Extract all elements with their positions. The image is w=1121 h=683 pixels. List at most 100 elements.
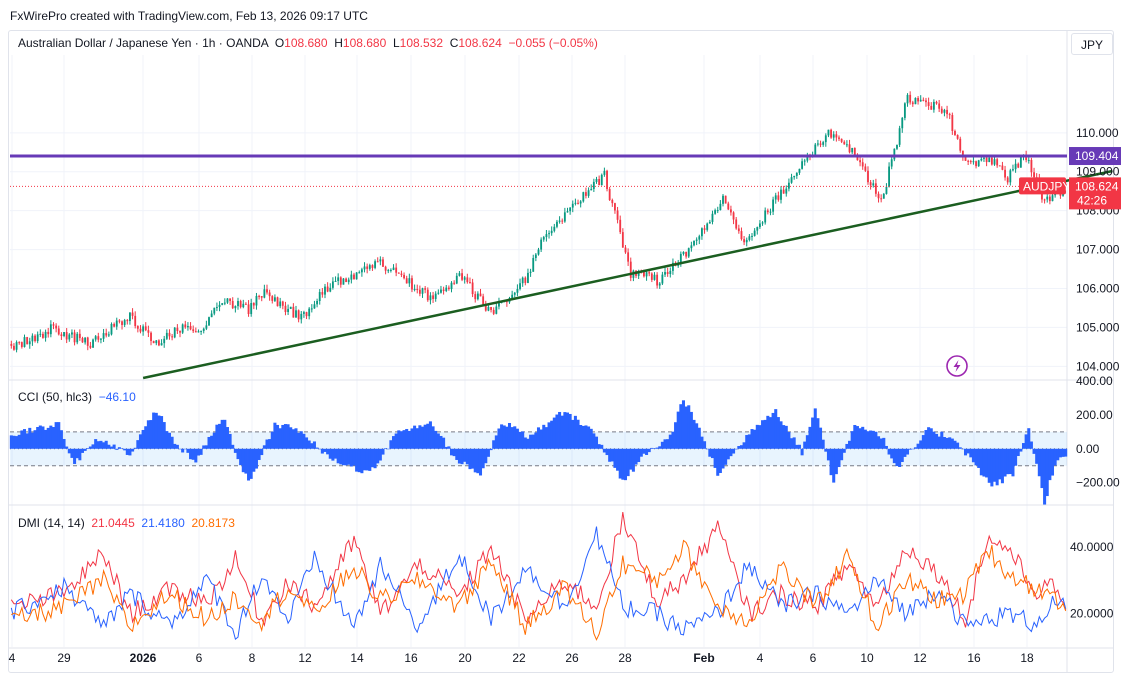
candle [532,254,535,272]
cci-bar [819,427,823,449]
candle-body [537,249,540,255]
candle-body [577,202,579,204]
candle [442,286,445,295]
candle [102,328,105,342]
candle [471,278,474,298]
candle [814,142,817,156]
cci-bar [671,431,675,449]
candle [748,234,751,242]
candle-body [864,166,867,171]
candle-body [988,157,991,163]
candle [917,96,919,105]
candle [329,283,332,293]
cci-tick-label: −200.00 [1076,476,1120,490]
dmi-legend-label[interactable]: DMI (14, 14) [18,516,85,530]
candle-body [453,282,456,284]
candle-body [838,137,840,139]
candle-body [698,236,701,240]
cci-bar [845,443,849,449]
candle [758,220,761,229]
cci-bar [887,448,891,455]
candle-body [142,326,145,332]
dmi-pane[interactable] [10,512,1067,641]
cci-pane[interactable] [9,400,1068,505]
candle-body [592,181,595,189]
candle [845,140,848,148]
candle [909,91,912,105]
candle [355,272,358,280]
cci-bar [718,448,722,474]
cci-bar [626,448,630,477]
candle-body [26,337,29,345]
last-price-label-bg [1069,177,1121,210]
candle [115,317,118,330]
trendline[interactable] [142,169,1113,380]
cci-legend-label[interactable]: CCI (50, hlc3) [18,390,93,404]
candle-body [790,177,793,183]
candle [321,288,324,298]
cci-bar [434,430,438,449]
cci-bar [357,448,361,473]
cci-bar [297,432,301,449]
cci-bar [9,435,13,449]
candle-body [92,339,94,348]
candle [197,329,200,333]
candle-body [284,305,287,312]
cci-bar [489,448,493,451]
cci-bar [568,413,572,449]
candle-body [874,183,877,194]
candle-body [345,278,348,283]
candle-body [629,261,632,278]
price-tick-label: 106.000 [1076,281,1120,295]
candle [785,185,788,197]
candle [147,325,150,338]
candle [766,208,769,215]
cci-bar [1040,448,1044,489]
cci-bar [879,438,883,449]
cci-bar [341,448,345,466]
cci-tick-label: 200.00 [1076,408,1113,422]
cci-bar [262,445,266,449]
candle [474,291,477,303]
candle [255,292,258,310]
candle-body [84,337,87,343]
candle [585,187,587,199]
candle-body [281,301,284,306]
candle-body [1014,163,1017,170]
cci-bar [1000,448,1004,484]
candle-body [898,128,901,145]
symbol-name[interactable]: Australian Dollar / Japanese Yen · 1h · … [18,36,269,50]
cci-bar [803,441,807,449]
cci-bar [855,426,859,449]
candle [777,191,780,202]
cci-bar [869,430,873,449]
candle [919,95,922,102]
candle [416,284,419,294]
candle [168,329,171,340]
candle-body [532,257,535,272]
candle [305,311,308,320]
candle-body [366,266,369,269]
x-axis[interactable]: 4 29 2026 6 8 12 14 16 20 22 26 28 Feb 4 6 10 12 16 18 [9,651,1034,665]
candle [624,245,627,254]
cci-bar [766,415,770,449]
lightning-icon[interactable] [946,355,968,377]
cci-bar [587,426,591,449]
candle-body [231,300,234,309]
candle-body [287,308,290,312]
time-tick-label: 6 [810,651,817,665]
cci-bar [218,423,222,449]
candle [345,277,348,283]
candle [574,198,577,206]
candle [769,208,772,216]
currency-button[interactable]: JPY [1071,33,1113,55]
candle-body [218,304,221,308]
candle [165,329,168,340]
candle-body [192,329,195,332]
candle-body [353,274,355,280]
cci-bar [523,437,527,449]
price-pane[interactable] [10,91,1113,380]
cci-bar [323,448,327,452]
cci-bar [194,448,198,463]
